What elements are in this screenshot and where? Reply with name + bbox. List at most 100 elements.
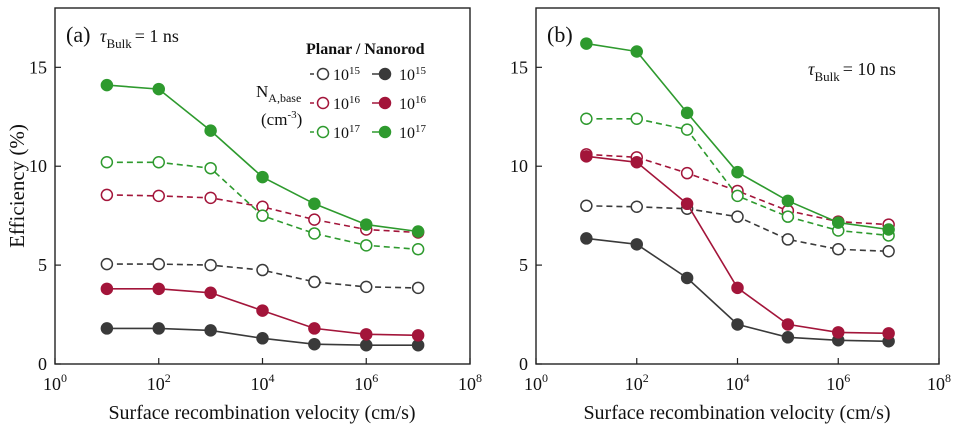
panel-b-planar-1017-point	[630, 112, 643, 126]
panel-a-planar-1017-point	[204, 161, 217, 175]
legend-planar-marker	[316, 96, 330, 110]
panel-a-planar-1016-point	[100, 188, 114, 202]
panel-b-x-ticks: 100 102 104 106 108	[524, 358, 951, 394]
panel-a-x-axis-label: Surface recombination velocity (cm/s)	[108, 402, 415, 424]
panel-a-nanorod-1017-point	[256, 170, 269, 184]
panel-a-planar-1015-point	[308, 275, 321, 289]
panel-b-label: (b)	[547, 22, 573, 47]
panel-a-nanorod-1017-point	[411, 225, 425, 238]
panel-a-label: (a)	[66, 22, 90, 47]
panel-a-x-ticks: 100 102 104 106 108	[43, 358, 482, 394]
x-tick-label: 106	[354, 371, 378, 394]
legend-planar-marker	[316, 125, 330, 139]
panel-b-nanorod-1015-point	[680, 271, 694, 285]
panel-b-nanorod-1015-point	[781, 331, 795, 344]
panel-a-nanorod-1016-point	[411, 329, 425, 342]
panel-b-planar-1017-point	[731, 189, 744, 203]
panel-b-nanorod-1016-point	[781, 318, 795, 331]
panel-b-nanorod-1016-point	[731, 281, 744, 295]
panel-b-planar-1015-point	[832, 243, 845, 256]
legend-header: Planar / Nanorod	[306, 41, 425, 58]
legend-nanorod-marker	[378, 125, 392, 139]
panel-b-planar-1017-point	[781, 210, 795, 223]
x-tick-label: 106	[826, 371, 850, 394]
panel-b-planar-1017-point	[680, 123, 694, 136]
panel-b-nanorod-1017-point	[580, 37, 593, 50]
panel-b-nanorod-1017-point	[781, 194, 795, 208]
panel-a-planar-1016-point	[204, 191, 217, 205]
panel-a-nanorod-1015-point	[360, 338, 373, 352]
panel-a-nanorod-1015-point	[308, 337, 321, 351]
x-tick-label: 102	[147, 371, 171, 394]
legend-entry: 1016 1016	[310, 94, 427, 113]
legend-planar-label: 1016	[333, 94, 361, 113]
panel-a-planar-1017-point	[360, 239, 373, 252]
panel-a-nanorod-1016-point	[256, 304, 269, 317]
panel-b-nanorod-1016-point	[832, 326, 845, 339]
x-tick-label: 108	[458, 371, 482, 394]
legend-entries: 1015 1015 1016 1016 1017 1017	[310, 65, 427, 142]
y-tick-label: 5	[38, 255, 47, 275]
panel-a-nanorod-1017-point	[204, 124, 217, 137]
panel-b-nanorod-1017-point	[882, 223, 895, 236]
panel-b: (b) τBulk = 10 ns 100 102 104 106 108 051015 …	[510, 7, 951, 424]
panel-b-nanorod-1015-point	[630, 238, 643, 251]
y-tick-label: 10	[510, 156, 528, 176]
panel-b-nanorod-1016-point	[630, 156, 643, 169]
panel-a-nanorod-1015-point	[152, 322, 165, 335]
panel-b-plot-area	[580, 37, 895, 348]
panel-a-planar-1016-point	[152, 189, 165, 203]
panel-b-planar-1015-point	[580, 199, 593, 213]
panel-b-planar-1015-point	[630, 200, 643, 214]
panel-a-planar-1017-point	[411, 243, 425, 256]
legend: Planar / Nanorod NA,base (cm-3) 1015 1015…	[256, 41, 427, 142]
panel-b-planar-1015-point	[781, 233, 795, 246]
panel-a-nanorod-1017-point	[100, 78, 114, 92]
panel-b-tau-annotation: τBulk = 10 ns	[808, 59, 896, 84]
panel-b-planar-1015-point	[731, 210, 744, 223]
panel-a-nanorod-1017-point	[152, 82, 165, 96]
legend-planar-label: 1015	[333, 65, 361, 84]
panel-a-nanorod-1017-point	[308, 197, 321, 211]
panel-b-nanorod-1017-point	[680, 106, 694, 120]
panel-b-nanorod-1016-point	[580, 150, 593, 163]
legend-planar-label: 1017	[333, 123, 361, 142]
panel-a-y-ticks: 0 5 10 15	[29, 57, 61, 374]
legend-nanorod-label: 1017	[399, 123, 427, 142]
panel-a-nanorod-1016-point	[360, 328, 373, 341]
y-axis-label: Efficiency (%)	[5, 124, 29, 248]
panel-b-planar-1017-point	[580, 112, 593, 126]
panel-b-nanorod-1017-point	[731, 165, 744, 179]
panel-b-nanorod-1017-point	[630, 45, 643, 58]
y-tick-label: 15	[29, 57, 47, 77]
legend-nanorod-marker	[378, 96, 392, 110]
panel-b-y-ticks: 0 5 10 15	[510, 57, 542, 374]
panel-b-nanorod-1015-point	[580, 232, 593, 245]
y-tick-label: 0	[38, 354, 47, 374]
y-tick-label: 10	[29, 156, 47, 176]
x-tick-label: 102	[625, 371, 649, 394]
panel-b-planar-1015-point	[882, 245, 895, 258]
panel-b-nanorod-1015-point	[731, 318, 744, 331]
panel-a-planar-1015-point	[256, 263, 269, 277]
panel-b-nanorod-1016-point	[882, 327, 895, 340]
legend-nanorod-label: 1015	[399, 65, 427, 84]
panel-a-nanorod-1016-point	[152, 282, 165, 296]
legend-entry: 1015 1015	[310, 65, 427, 84]
legend-nanorod-label: 1016	[399, 94, 427, 113]
panel-a-planar-1015-point	[204, 258, 217, 272]
legend-param-unit: (cm-3)	[261, 109, 302, 129]
panel-a-nanorod-1016-point	[308, 322, 321, 335]
x-tick-label: 104	[726, 371, 750, 394]
panel-a-tau-annotation: τBulk = 1 ns	[100, 26, 179, 51]
panel-a-nanorod-1017-point	[360, 218, 373, 231]
panel-a-planar-1017-point	[100, 156, 114, 169]
panel-a-planar-1017-point	[152, 156, 165, 169]
panel-a-nanorod-1016-point	[100, 282, 114, 296]
panel-a-planar-1015-point	[152, 257, 165, 271]
panel-a-nanorod-1015-point	[256, 332, 269, 345]
panel-a-nanorod-1015-point	[204, 324, 217, 337]
panel-a-planar-1017-point	[256, 209, 269, 222]
panel-a-planar-1015-point	[100, 257, 114, 271]
